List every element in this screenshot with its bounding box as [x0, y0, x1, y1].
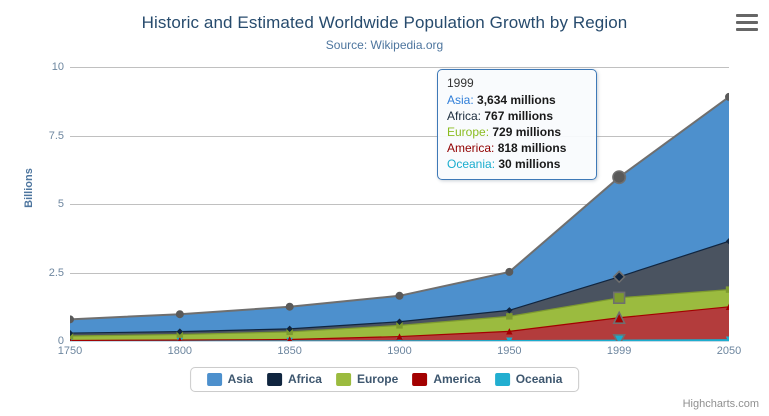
data-point-asia-2050[interactable] — [725, 92, 729, 101]
series-group — [70, 92, 729, 341]
gridline — [70, 67, 729, 68]
data-point-asia-1750[interactable] — [70, 315, 74, 324]
tooltip-series-name: Asia: — [447, 93, 478, 107]
tooltip-series-name: Europe: — [447, 125, 493, 139]
data-point-africa-1999[interactable] — [612, 270, 626, 284]
legend-swatch-icon — [266, 372, 282, 386]
legend-swatch-icon — [494, 372, 510, 386]
data-point-america-2050[interactable] — [725, 303, 729, 311]
area-series-asia[interactable] — [70, 96, 729, 334]
gridline — [70, 204, 729, 205]
y-axis-title: Billions — [23, 168, 35, 208]
tooltip-header: 1999 — [447, 76, 474, 90]
data-point-asia-1850[interactable] — [285, 302, 294, 311]
data-point-africa-1850[interactable] — [286, 325, 293, 333]
y-tick-label: 2.5 — [48, 266, 64, 279]
data-point-africa-1950[interactable] — [506, 307, 513, 314]
tooltip-series-value: 818 millions — [497, 141, 567, 155]
data-point-africa-2050[interactable] — [725, 238, 729, 245]
data-point-america-1800[interactable] — [177, 336, 183, 341]
tooltip-row-oceania: Oceania: 30 millions — [447, 156, 587, 172]
x-tick-label: 1750 — [57, 345, 83, 357]
data-point-oceania-1999[interactable] — [612, 333, 626, 341]
legend-label: Africa — [287, 372, 322, 386]
tooltip-series-value: 3,634 millions — [477, 93, 556, 107]
tooltip-row-africa: Africa: 767 millions — [447, 108, 587, 124]
legend-label: America — [433, 372, 481, 386]
legend-label: Oceania — [515, 372, 563, 386]
data-point-america-1850[interactable] — [286, 336, 293, 341]
data-point-europe-1750[interactable] — [70, 332, 74, 340]
data-point-america-1950[interactable] — [506, 328, 513, 335]
data-point-africa-1750[interactable] — [70, 329, 74, 337]
x-tick-label: 2050 — [716, 345, 742, 357]
tooltip: 1999 Asia: 3,634 millions Africa: 767 mil… — [437, 69, 597, 180]
hamburger-bar-1 — [736, 14, 758, 17]
legend-swatch-icon — [412, 372, 428, 386]
x-tick-label: 1950 — [497, 345, 522, 357]
legend-item-europe[interactable]: Europe — [335, 372, 399, 386]
data-point-america-1900[interactable] — [396, 333, 403, 340]
data-point-asia-1900[interactable] — [395, 291, 404, 300]
legend-item-asia[interactable]: Asia — [206, 372, 253, 386]
data-point-asia-1950[interactable] — [505, 267, 514, 276]
y-tick-label: 7.5 — [48, 129, 64, 142]
data-point-asia-1800[interactable] — [175, 310, 184, 319]
y-tick-label: 5 — [57, 198, 64, 210]
hamburger-bar-3 — [736, 28, 758, 31]
x-tick-label: 1800 — [167, 345, 193, 357]
x-axis-line — [70, 341, 729, 342]
data-point-europe-1900[interactable] — [396, 322, 403, 329]
gridline — [70, 135, 729, 137]
hamburger-menu-icon[interactable] — [733, 14, 761, 38]
x-tick-label: 1999 — [606, 345, 632, 357]
legend-label: Asia — [227, 372, 253, 386]
tooltip-row-europe: Europe: 729 millions — [447, 124, 587, 140]
legend-item-america[interactable]: America — [412, 372, 481, 386]
x-tick-label: 1850 — [277, 345, 302, 357]
plot-area — [70, 67, 729, 342]
y-tick-label: 0 — [57, 335, 64, 347]
hamburger-bar-2 — [736, 21, 758, 24]
data-point-europe-2050[interactable] — [725, 286, 729, 293]
area-series-america[interactable] — [70, 306, 729, 341]
chart-subtitle: Source: Wikipedia.org — [325, 38, 444, 52]
data-point-africa-1800[interactable] — [176, 328, 184, 335]
legend-item-africa[interactable]: Africa — [266, 372, 322, 386]
tooltip-series-value: 767 millions — [484, 109, 554, 123]
legend-swatch-icon — [206, 372, 222, 386]
tooltip-series-name: America: — [447, 141, 498, 155]
data-point-europe-1950[interactable] — [506, 313, 513, 320]
legend-swatch-icon — [335, 372, 351, 386]
tooltip-series-name: Oceania: — [447, 157, 499, 171]
tooltip-row-america: America: 818 millions — [447, 140, 587, 156]
data-point-oceania-1950[interactable] — [506, 337, 513, 341]
legend-item-oceania[interactable]: Oceania — [494, 372, 563, 386]
data-point-oceania-2050[interactable] — [725, 336, 729, 341]
data-point-asia-1999[interactable] — [612, 170, 627, 185]
legend-label: Europe — [356, 372, 399, 386]
tooltip-series-value: 729 millions — [492, 125, 562, 139]
gridline — [70, 272, 729, 274]
area-series-africa[interactable] — [70, 241, 729, 336]
data-point-america-1999[interactable] — [612, 310, 626, 324]
y-tick-label: 10 — [51, 61, 64, 73]
tooltip-series-value: 30 millions — [498, 157, 561, 171]
data-point-europe-1999[interactable] — [612, 291, 626, 304]
x-tick-label: 1900 — [387, 345, 412, 357]
tooltip-series-name: Africa: — [447, 109, 485, 123]
legend[interactable]: Asia Africa Europe America Oceania — [189, 367, 580, 392]
tooltip-row-asia: Asia: 3,634 millions — [447, 92, 587, 108]
data-point-africa-1900[interactable] — [396, 318, 403, 325]
x-axis-tick-labels: 1750 1800 1850 1900 1950 1999 2050 — [58, 345, 741, 361]
tooltip-rows: Asia: 3,634 millions Africa: 767 millions… — [447, 92, 587, 172]
chart-title: Historic and Estimated Worldwide Populat… — [141, 13, 628, 32]
credits-label[interactable]: Highcharts.com — [682, 398, 759, 410]
